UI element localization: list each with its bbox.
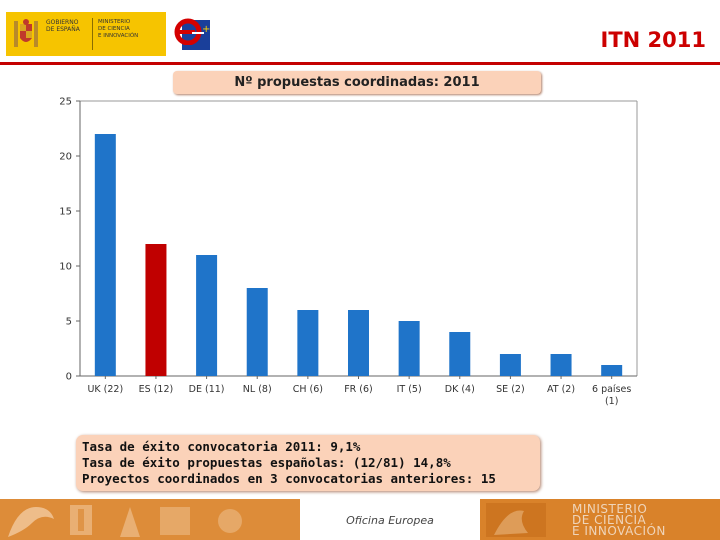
svg-text:+: + [202, 24, 210, 35]
office-name: Oficina Europea [346, 514, 434, 527]
bar [297, 310, 319, 376]
footer-center: Oficina Europea [300, 499, 480, 540]
info-box: Tasa de éxito convocatoria 2011: 9,1% Ta… [76, 435, 540, 491]
x-tick-label: AT (2) [547, 384, 575, 395]
x-tick-label: CH (6) [293, 384, 323, 395]
ministry-text-line: E INNOVACIÓN [98, 33, 139, 39]
government-name: GOBIERNO DE ESPAÑA [46, 19, 90, 33]
x-tick-label: DE (11) [189, 384, 225, 395]
x-tick-label: UK (22) [87, 384, 123, 395]
x-tick-label: ES (12) [139, 384, 174, 395]
x-tick-label: (1) [605, 396, 618, 407]
bar [145, 244, 167, 376]
header-rule [0, 62, 720, 65]
info-line: Proyectos coordinados en 3 convocatorias… [82, 471, 496, 486]
bar [398, 321, 420, 376]
chart-title-box: Nº propuestas coordinadas: 2011 [173, 71, 541, 94]
footer: Oficina Europea MINISTERIO DE CIENCIA E … [0, 499, 720, 540]
heraldic-pattern-right-icon [480, 499, 720, 540]
bar [449, 332, 471, 376]
footer-text-line: DE CIENCIA [572, 513, 647, 527]
ministry-text-line: MINISTERIO [98, 19, 131, 25]
bar [246, 288, 268, 376]
bar [348, 310, 369, 376]
e-plus-logo-icon: + [174, 18, 210, 50]
info-line: Tasa de éxito convocatoria 2011: 9,1% [82, 439, 361, 454]
page-title: ITN 2011 [600, 28, 706, 52]
coat-of-arms-icon [14, 19, 38, 47]
bar [499, 354, 521, 376]
y-tick-label: 5 [66, 317, 72, 328]
x-tick-label: FR (6) [344, 384, 373, 395]
x-tick-label: 6 países [592, 384, 631, 395]
y-tick-label: 20 [59, 152, 72, 163]
footer-text-line: E INNOVACIÓN [572, 524, 666, 538]
heraldic-pattern-icon [0, 499, 300, 540]
y-tick-label: 0 [66, 372, 72, 383]
chart-title: Nº propuestas coordinadas: 2011 [234, 75, 480, 90]
x-tick-label: SE (2) [496, 384, 525, 395]
bar [196, 255, 218, 376]
x-tick-label: NL (8) [243, 384, 272, 395]
x-tick-label: IT (5) [397, 384, 422, 395]
gov-text-line: DE ESPAÑA [46, 26, 80, 33]
y-tick-label: 15 [59, 207, 72, 218]
bar-chart: 0 5 10 15 20 25 UK (22) ES (12) DE (11) NL (8) CH … [59, 97, 638, 407]
y-tick-label: 10 [59, 262, 72, 273]
logo-divider [92, 18, 93, 50]
ministry-name: MINISTERIO DE CIENCIA E INNOVACIÓN [98, 19, 160, 40]
x-tick-label: DK (4) [445, 384, 475, 395]
info-line: Tasa de éxito propuestas españolas: (12/… [82, 455, 451, 470]
gov-text-line: GOBIERNO [46, 19, 79, 26]
y-tick-label: 25 [59, 97, 72, 108]
ministry-text-line: DE CIENCIA [98, 26, 130, 32]
government-logo: GOBIERNO DE ESPAÑA MINISTERIO DE CIENCIA… [6, 12, 166, 56]
header: GOBIERNO DE ESPAÑA MINISTERIO DE CIENCIA… [0, 0, 720, 62]
bar [550, 354, 572, 376]
bar [601, 365, 623, 376]
bar [94, 134, 116, 376]
ministry-footer-text: MINISTERIO DE CIENCIA E INNOVACIÓN [572, 502, 720, 538]
footer-text-line: MINISTERIO [572, 502, 648, 516]
